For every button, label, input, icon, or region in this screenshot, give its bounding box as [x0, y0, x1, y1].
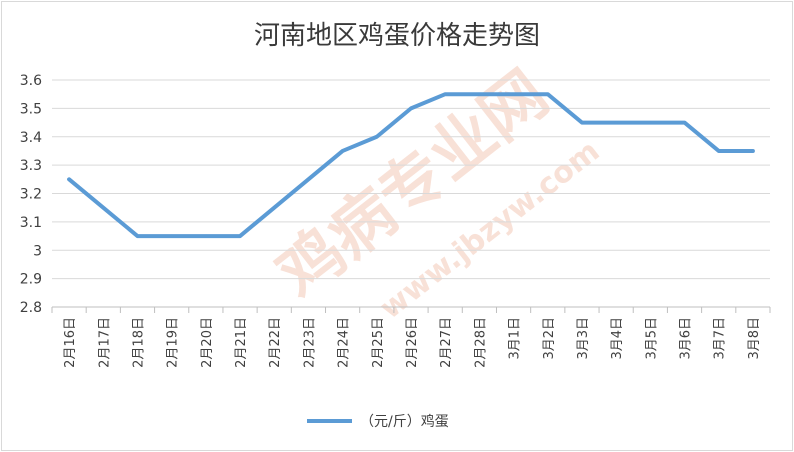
x-tick-label: 3月2日 [542, 317, 557, 360]
x-tick-label: 2月18日 [131, 317, 146, 368]
x-tick-label: 2月19日 [166, 317, 181, 368]
data-point [751, 149, 755, 153]
data-point [135, 234, 139, 238]
y-tick-label: 3.1 [20, 215, 42, 231]
y-tick-label: 2.8 [20, 300, 42, 316]
x-tick-label: 3月6日 [679, 317, 694, 360]
legend: （元/斤）鸡蛋 [307, 413, 449, 430]
data-point [204, 234, 208, 238]
data-point [580, 121, 584, 125]
x-tick-label: 2月23日 [302, 317, 317, 368]
x-tick-label: 3月7日 [713, 317, 728, 360]
data-point [614, 121, 618, 125]
y-tick-label: 3.4 [20, 130, 42, 146]
data-point [272, 206, 276, 210]
x-tick-label: 3月1日 [508, 317, 523, 360]
y-tick-label: 3.2 [20, 187, 42, 203]
data-point [101, 206, 105, 210]
data-point [512, 92, 516, 96]
data-point [443, 92, 447, 96]
x-tick-label: 2月17日 [97, 317, 112, 368]
data-point [477, 92, 481, 96]
x-tick-label: 3月4日 [610, 317, 625, 360]
x-tick-label: 2月26日 [405, 317, 420, 368]
x-tick-label: 3月5日 [644, 317, 659, 360]
data-point [67, 177, 71, 181]
chart-title: 河南地区鸡蛋价格走势图 [254, 21, 540, 51]
data-point [375, 135, 379, 139]
data-point [717, 149, 721, 153]
x-tick-label: 2月21日 [234, 317, 249, 368]
data-point [170, 234, 174, 238]
x-tick-label: 2月22日 [268, 317, 283, 368]
legend-label: （元/斤）鸡蛋 [360, 413, 449, 430]
data-point [409, 106, 413, 110]
x-tick-label: 2月28日 [473, 317, 488, 368]
data-point [306, 177, 310, 181]
y-tick-label: 3.3 [20, 158, 42, 174]
x-tick-label: 2月24日 [337, 317, 352, 368]
data-point [238, 234, 242, 238]
series-group [67, 92, 755, 239]
y-axis-ticks: 2.8 2.9 3 3.1 3.2 3.3 3.4 3.5 3.6 [20, 73, 42, 316]
data-point [683, 121, 687, 125]
x-tick-label: 2月20日 [200, 317, 215, 368]
x-tick-label: 3月3日 [576, 317, 591, 360]
y-tick-label: 2.9 [20, 272, 42, 288]
x-axis [51, 306, 771, 313]
data-point [546, 92, 550, 96]
x-axis-ticks: 2月16日 2月17日 2月18日 2月19日 2月20日 2月21日 2月22日 2月23日… [63, 317, 762, 368]
data-point [341, 149, 345, 153]
x-tick-label: 3月8日 [747, 317, 762, 360]
x-tick-label: 2月16日 [63, 317, 78, 368]
x-tick-label: 2月25日 [371, 317, 386, 368]
x-tick-label: 2月27日 [439, 317, 454, 368]
data-point [648, 121, 652, 125]
y-tick-label: 3 [33, 243, 42, 259]
y-tick-label: 3.5 [20, 101, 42, 117]
y-tick-label: 3.6 [20, 73, 42, 89]
